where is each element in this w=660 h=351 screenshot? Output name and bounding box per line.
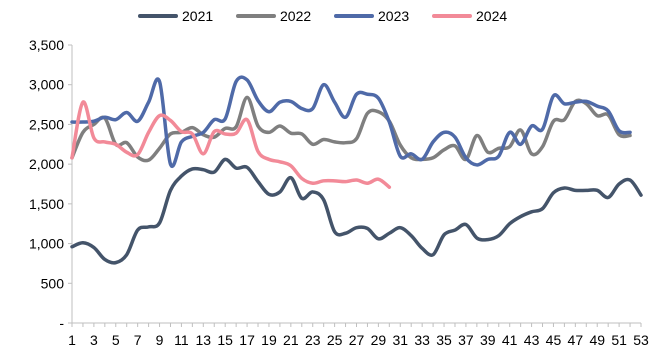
x-tick-label: 53 [633, 332, 649, 348]
x-tick-label: 7 [134, 332, 142, 348]
y-tick-label: 1,000 [29, 236, 64, 252]
x-tick-label: 39 [480, 332, 496, 348]
y-axis: - 500 1,000 1,500 2,000 2,500 3,000 3,500 [29, 37, 73, 331]
x-tick-label: 15 [217, 332, 233, 348]
x-tick-label: 3 [90, 332, 98, 348]
y-tick-label: 2,500 [29, 116, 64, 132]
x-tick-label: 27 [349, 332, 365, 348]
x-tick-label: 31 [392, 332, 408, 348]
legend-item-2023: 2023 [334, 8, 409, 24]
y-tick-label: 3,500 [29, 37, 64, 53]
x-tick-label: 23 [305, 332, 321, 348]
x-tick-label: 43 [524, 332, 540, 348]
series-line-2024 [70, 100, 392, 189]
x-tick-label: 13 [196, 332, 212, 348]
legend-label: 2021 [182, 8, 213, 24]
legend-label: 2023 [378, 8, 409, 24]
x-tick-label: 9 [156, 332, 164, 348]
legend-item-2024: 2024 [432, 8, 507, 24]
legend-item-2022: 2022 [236, 8, 311, 24]
x-tick-label: 41 [502, 332, 518, 348]
x-tick-label: 1 [68, 332, 76, 348]
x-tick-label: 17 [239, 332, 255, 348]
x-tick-label: 37 [458, 332, 474, 348]
x-tick-label: 29 [371, 332, 387, 348]
series-line-2022 [70, 95, 632, 163]
legend: 2021 2022 2023 2024 [138, 8, 507, 24]
legend-item-2021: 2021 [138, 8, 213, 24]
x-tick-label: 33 [414, 332, 430, 348]
plot-area [70, 75, 643, 265]
x-tick-label: 19 [261, 332, 277, 348]
x-tick-label: 47 [568, 332, 584, 348]
x-tick-label: 49 [589, 332, 605, 348]
legend-label: 2024 [476, 8, 507, 24]
x-tick-label: 21 [283, 332, 299, 348]
series-line-2021 [70, 157, 643, 265]
legend-label: 2022 [280, 8, 311, 24]
y-tick-label: 500 [41, 275, 65, 291]
y-tick-label: 3,000 [29, 77, 64, 93]
y-tick-label: 1,500 [29, 196, 64, 212]
y-tick-label: 2,000 [29, 156, 64, 172]
x-tick-label: 11 [174, 332, 189, 348]
x-tick-label: 51 [611, 332, 627, 348]
x-tick-label: 25 [327, 332, 343, 348]
y-tick-label: - [59, 315, 64, 331]
x-axis: 1 3 5 7 9 11 13 15 17 19 21 23 25 27 29 31 33 35 37 39 41 43 4… [68, 322, 649, 348]
x-tick-label: 5 [112, 332, 120, 348]
x-tick-label: 45 [546, 332, 562, 348]
x-tick-label: 35 [436, 332, 452, 348]
